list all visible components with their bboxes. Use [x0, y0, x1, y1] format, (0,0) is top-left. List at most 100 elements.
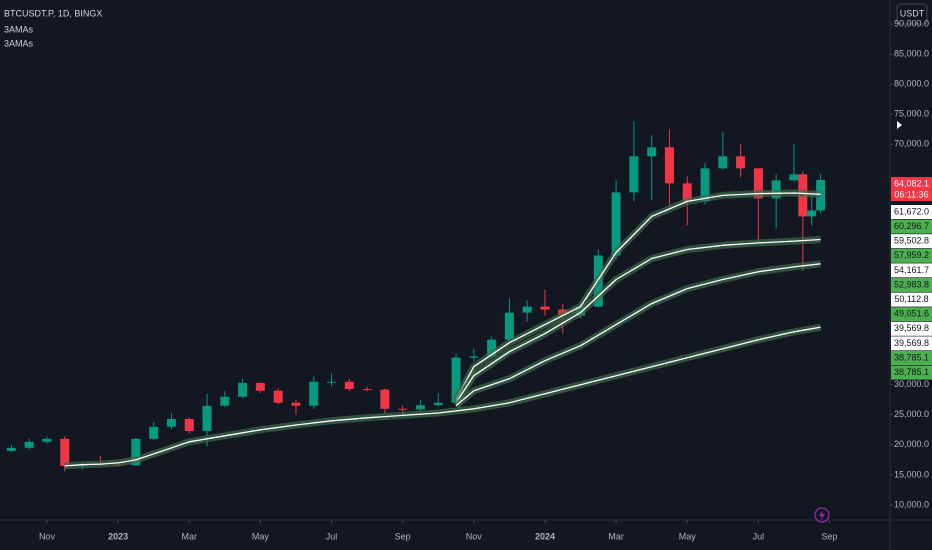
candle-body	[344, 381, 354, 389]
candle-body	[327, 381, 337, 383]
price-badge	[891, 292, 932, 307]
price-badge	[891, 248, 932, 263]
candle-body	[238, 382, 248, 397]
x-tick-label: 2023	[108, 531, 128, 541]
lightning-icon[interactable]	[814, 507, 830, 523]
price-badge-label: 39,569.8	[894, 338, 929, 348]
candle-body	[771, 180, 781, 199]
x-tick-label: Sep	[395, 531, 411, 541]
candle-body	[736, 156, 746, 169]
candle-body	[255, 382, 265, 391]
y-tick-label: 75,000.0	[894, 109, 929, 119]
candle-body	[273, 390, 283, 403]
y-tick-label: 80,000.0	[894, 79, 929, 89]
x-tick-label: 2024	[535, 531, 555, 541]
ma-line	[455, 263, 821, 407]
price-badge-label: 61,672.0	[894, 206, 929, 216]
candle-body	[807, 210, 817, 217]
candle-body	[522, 306, 532, 313]
price-badge-label: 49,051.6	[894, 309, 929, 319]
price-badge	[891, 205, 932, 219]
candle-body	[291, 402, 301, 406]
x-tick-label: May	[252, 531, 270, 541]
candle-body	[816, 179, 826, 211]
price-badge	[891, 365, 932, 380]
price-badge	[891, 278, 932, 292]
y-tick-label: 25,000.0	[894, 409, 929, 419]
candle-body	[380, 389, 390, 409]
indicator-label: 3AMAs	[4, 38, 34, 48]
candle-body	[700, 168, 710, 202]
y-tick-label: 70,000.0	[894, 139, 929, 149]
candle-body	[469, 356, 479, 358]
candle-body	[131, 438, 141, 466]
ma-line	[455, 192, 821, 401]
indicator-label: 3AMAs	[4, 24, 34, 34]
candle-body	[362, 388, 372, 390]
candle-body	[629, 156, 639, 193]
x-tick-label: Nov	[466, 531, 483, 541]
candle-body	[540, 306, 550, 310]
candle-body	[451, 357, 461, 403]
x-tick-label: Mar	[181, 531, 197, 541]
y-tick-label: 20,000.0	[894, 439, 929, 449]
x-tick-label: Nov	[39, 531, 56, 541]
x-tick-label: Jul	[326, 531, 338, 541]
x-tick-label: Jul	[753, 531, 765, 541]
y-tick-label: 10,000.0	[894, 499, 929, 509]
y-tick-label: 90,000.0	[894, 18, 929, 28]
price-badge	[891, 177, 932, 201]
y-tick-label: 30,000.0	[894, 379, 929, 389]
price-badge-label: 57,959.2	[894, 250, 929, 260]
candle-body	[309, 381, 319, 406]
price-badge-label: 64,082.1	[894, 178, 929, 188]
price-badge	[891, 351, 932, 365]
ma-line	[455, 238, 821, 404]
price-badge-label: 39,569.8	[894, 323, 929, 333]
plot	[6, 121, 826, 472]
y-tick-label: 85,000.0	[894, 48, 929, 58]
currency-button-label[interactable]: USDT	[900, 8, 925, 18]
scroll-marker	[897, 121, 902, 129]
candle-body	[202, 405, 212, 432]
candle-body	[753, 168, 763, 199]
candle-body	[149, 426, 159, 439]
candle-body	[647, 147, 657, 157]
x-tick-label: May	[679, 531, 697, 541]
candle-body	[504, 312, 514, 340]
candle-body	[682, 183, 692, 202]
y-tick-label: 15,000.0	[894, 469, 929, 479]
lightning-icon-bolt	[819, 510, 825, 520]
price-badge-label: 52,983.8	[894, 279, 929, 289]
price-badge	[891, 219, 932, 234]
candle-body	[60, 438, 70, 466]
candle-body	[433, 402, 443, 406]
price-badge	[891, 336, 932, 351]
candle-body	[220, 396, 230, 406]
price-badge	[891, 234, 932, 249]
x-tick-label: Mar	[608, 531, 624, 541]
currency-button[interactable]	[896, 3, 928, 25]
price-badge	[891, 321, 932, 336]
price-badge	[891, 263, 932, 278]
candle-body	[611, 192, 621, 256]
price-badge-label: 54,161.7	[894, 265, 929, 275]
price-badge	[891, 307, 932, 322]
candle-body	[184, 419, 194, 432]
candle-body	[6, 447, 16, 451]
x-tick-label: Sep	[822, 531, 838, 541]
candle-body	[24, 441, 34, 448]
candle-body	[166, 419, 176, 427]
candle-body	[398, 408, 408, 410]
candle-body	[718, 156, 728, 169]
candle-body	[789, 174, 799, 181]
price-badge-label: 50,112.8	[894, 294, 928, 304]
chart-title: BTCUSDT.P, 1D, BINGX	[4, 8, 102, 18]
price-badge-label: 38,785.1	[894, 352, 929, 362]
candle-body	[42, 438, 52, 442]
candle-body	[487, 339, 497, 357]
price-badge-label: 59,502.8	[894, 236, 929, 246]
